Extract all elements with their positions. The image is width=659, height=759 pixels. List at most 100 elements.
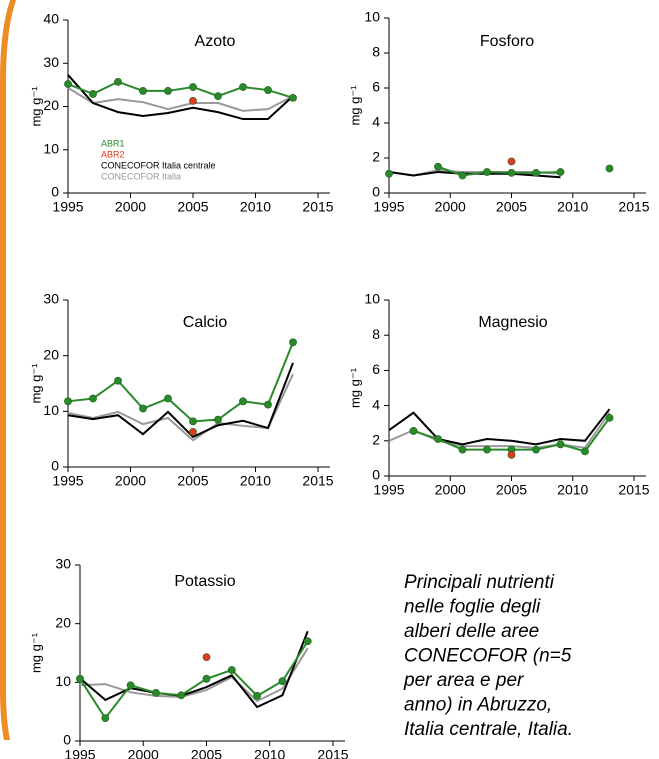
data-point [303, 637, 312, 646]
data-point [483, 168, 491, 176]
data-point [507, 157, 516, 166]
data-point [278, 677, 287, 686]
series-line [79, 630, 309, 709]
legend-entry: ABR2 [101, 149, 125, 159]
data-point [164, 394, 172, 403]
x-tick-label: 1995 [64, 747, 95, 759]
data-point [605, 414, 614, 422]
y-tick-label: 8 [372, 44, 380, 60]
data-point [64, 397, 72, 406]
x-tick-label: 1995 [373, 199, 404, 215]
data-point [532, 168, 540, 177]
chart-title: Potassio [174, 573, 235, 590]
data-point [114, 77, 122, 86]
x-tick-label: 2005 [177, 199, 208, 215]
caption-line: Principali nutrienti [404, 572, 555, 593]
data-point [434, 162, 442, 171]
data-point [101, 714, 110, 723]
x-tick-label: 2000 [128, 747, 159, 759]
chart-title: Fosforo [480, 33, 534, 50]
x-tick-label: 2000 [435, 199, 466, 215]
series-line [388, 408, 611, 446]
data-point [581, 447, 589, 456]
series-line [67, 74, 294, 121]
x-tick-label: 2015 [317, 747, 348, 759]
y-tick-label: 20 [55, 614, 71, 630]
caption-line: anno) in Abruzzo, [404, 695, 552, 716]
y-axis-label: mg g⁻¹ [28, 632, 43, 673]
y-tick-label: 30 [55, 556, 71, 572]
data-point [409, 427, 418, 435]
data-point [114, 376, 122, 385]
data-point [139, 87, 147, 95]
series-line [388, 412, 611, 449]
side-stripe [0, 0, 16, 740]
series-line [67, 373, 294, 442]
y-tick-label: 2 [372, 149, 380, 165]
x-tick-label: 2005 [496, 199, 527, 215]
y-tick-label: 40 [43, 11, 59, 27]
x-tick-label: 2010 [254, 747, 285, 759]
data-point [126, 681, 135, 690]
data-point [239, 397, 247, 406]
y-tick-label: 10 [364, 291, 380, 307]
x-tick-label: 1995 [52, 473, 83, 489]
data-point [214, 92, 222, 101]
caption: Principali nutrienti nelle foglie degli al… [403, 572, 573, 740]
y-axis-label: mg g⁻¹ [347, 367, 362, 408]
data-point [151, 688, 160, 697]
x-tick-label: 2005 [496, 482, 527, 498]
y-tick-label: 20 [43, 97, 59, 113]
data-point [434, 435, 442, 443]
data-point [89, 90, 97, 98]
data-point [385, 169, 393, 178]
data-point [64, 80, 72, 88]
y-tick-label: 8 [372, 326, 380, 342]
series-line [67, 87, 294, 112]
y-tick-label: 20 [43, 346, 59, 362]
y-tick-label: 10 [43, 140, 59, 156]
y-axis-label: mg g⁻¹ [28, 86, 43, 127]
data-point [189, 83, 197, 91]
data-point [264, 400, 272, 409]
series-line [79, 647, 309, 703]
data-point [532, 445, 540, 454]
data-point [202, 674, 211, 683]
y-axis-label: mg g⁻¹ [347, 85, 362, 126]
data-point [227, 666, 236, 674]
data-point [189, 96, 197, 105]
series-line [67, 362, 294, 439]
data-point [556, 440, 565, 449]
chart-title: Azoto [195, 33, 236, 50]
data-point [507, 168, 516, 177]
x-tick-label: 2010 [557, 482, 588, 498]
y-tick-label: 4 [372, 396, 380, 412]
x-tick-label: 2000 [435, 482, 466, 498]
series-line [437, 165, 561, 177]
series-line [67, 80, 294, 99]
x-tick-label: 1995 [373, 482, 404, 498]
x-tick-label: 2015 [618, 199, 649, 215]
y-tick-label: 2 [372, 432, 380, 448]
y-axis-label: mg g⁻¹ [28, 363, 43, 404]
y-tick-label: 10 [55, 673, 71, 689]
y-tick-label: 0 [51, 458, 59, 474]
x-tick-label: 2015 [302, 473, 333, 489]
data-point [264, 86, 272, 94]
caption-line: CONECOFOR (n=5 [404, 646, 572, 667]
caption-line: Italia centrale, Italia. [404, 719, 573, 740]
x-tick-label: 2015 [302, 199, 333, 215]
data-point [189, 428, 197, 436]
data-point [76, 674, 84, 683]
data-point [253, 691, 261, 700]
x-tick-label: 2000 [115, 473, 146, 489]
data-point [605, 164, 614, 173]
y-tick-label: 6 [372, 361, 380, 377]
y-tick-label: 30 [43, 54, 59, 70]
chart-title: Magnesio [478, 314, 547, 331]
x-tick-label: 2010 [240, 473, 271, 489]
data-point [164, 87, 172, 95]
series-line [67, 341, 294, 423]
y-tick-label: 0 [372, 467, 380, 483]
